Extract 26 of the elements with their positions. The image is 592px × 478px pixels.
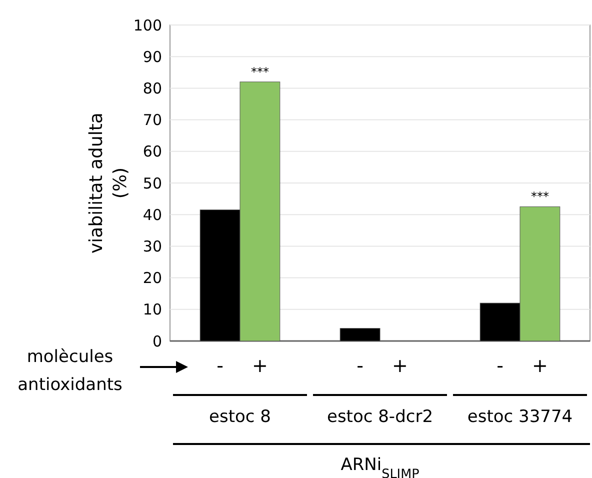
annotation: ***	[250, 64, 269, 79]
y-tick-label: 40	[142, 206, 162, 224]
x-tick-label: estoc 33774	[467, 407, 573, 427]
text: +	[532, 355, 548, 377]
y-axis-title: viabilitat adulta (%)	[86, 112, 131, 254]
text: +	[252, 355, 268, 377]
y-tick-label: 60	[142, 142, 162, 161]
y-tick-label: 100	[133, 16, 162, 34]
text: +	[392, 355, 408, 377]
y-tick-label: 0	[152, 332, 162, 350]
text: -	[216, 355, 224, 377]
text: -	[496, 355, 504, 377]
y-tick-label: 80	[142, 79, 162, 98]
text: -	[356, 355, 364, 377]
y-tick-label: 30	[142, 237, 162, 256]
bar	[340, 328, 380, 342]
x-tick-label: estoc 8	[209, 407, 271, 427]
y-tick-label: 90	[142, 48, 162, 66]
y-tick-label: 50	[142, 174, 162, 192]
text: ARNi$_{SLIMP}$	[340, 455, 420, 478]
x-tick-label: estoc 8-dcr2	[326, 407, 434, 427]
y-tick-label: 10	[142, 300, 162, 319]
annotation: ***	[530, 190, 549, 204]
y-tick-label: 70	[142, 111, 162, 130]
text: molècules antioxidants	[18, 347, 123, 395]
y-tick-label: 20	[142, 269, 162, 288]
